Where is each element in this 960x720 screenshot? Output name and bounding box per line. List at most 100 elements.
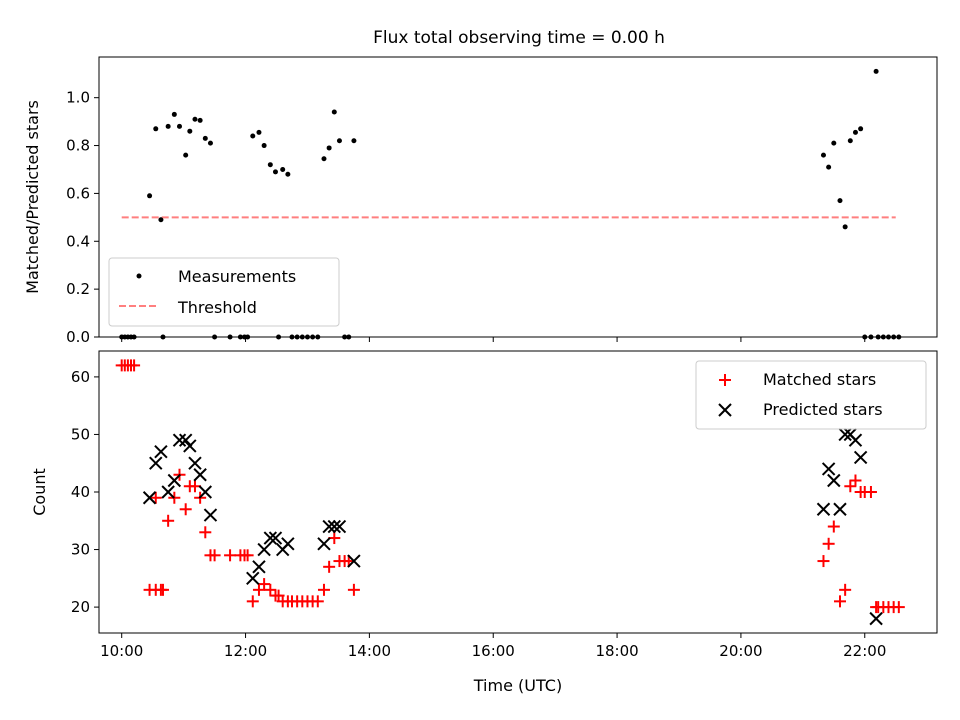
predicted-stars-point [246, 571, 260, 586]
measurement-point [192, 116, 198, 122]
matched-stars-point [241, 549, 254, 562]
predicted-stars-point [853, 450, 868, 465]
measurement-point [183, 152, 189, 158]
matched-stars-point [179, 503, 192, 516]
predicted-stars-point [869, 611, 883, 626]
measurement-point [256, 129, 262, 135]
matched-stars-point [323, 560, 336, 573]
predicted-stars-point [149, 456, 163, 470]
predicted-stars-point [183, 439, 197, 453]
matched-stars-point [328, 532, 341, 545]
legend-marker-matched [719, 374, 731, 386]
matched-stars-point [864, 486, 877, 498]
matched-stars-point [128, 359, 141, 372]
measurement-point [326, 145, 332, 151]
matched-stars-point [822, 537, 835, 550]
count-legend: Matched stars Predicted stars [695, 360, 927, 430]
measurement-point [351, 138, 357, 144]
predicted-stars-point [317, 537, 331, 551]
ratio-y-tick-label: 0.2 [66, 280, 90, 298]
measurement-point [147, 193, 153, 199]
predicted-stars-point [268, 531, 283, 545]
matched-stars-point [258, 578, 271, 591]
predicted-stars-point [257, 542, 271, 557]
predicted-stars-point [833, 502, 847, 516]
ratio-y-tick-label: 1.0 [66, 89, 90, 107]
measurement-point [176, 123, 182, 129]
measurement-point [852, 129, 858, 135]
measurement-point [847, 138, 853, 144]
measurement-point [842, 224, 848, 230]
ratio-y-tick-label: 0.6 [66, 184, 90, 202]
measurement-point [207, 140, 213, 146]
count-panel: 10:00 12:00 14:00 16:00 18:00 20:00 22:00 20 30… [30, 350, 938, 695]
legend-label-measurements: Measurements [178, 267, 296, 286]
matched-stars-point [317, 583, 330, 596]
measurement-point [272, 169, 278, 175]
matched-stars-point [149, 491, 162, 504]
measurement-point [873, 68, 879, 74]
x-tick-label: 14:00 [348, 642, 391, 660]
predicted-stars-point [198, 485, 213, 499]
matched-stars-point [156, 583, 169, 596]
x-tick-label: 22:00 [843, 642, 886, 660]
legend-marker-predicted [718, 403, 732, 417]
predicted-stars-point [161, 485, 175, 499]
x-axis-label: Time (UTC) [473, 676, 562, 695]
matched-stars-point [311, 595, 324, 608]
predicted-stars-point [347, 554, 361, 568]
measurement-point [331, 109, 337, 115]
matched-stars-point [199, 526, 212, 539]
measurement-point [826, 164, 832, 170]
matched-stars-point [827, 520, 840, 533]
matched-stars-point [839, 583, 852, 596]
measurement-point [321, 156, 327, 162]
predicted-stars-point [821, 462, 836, 476]
matched-stars-point [849, 474, 862, 487]
ratio-legend-box [108, 257, 340, 327]
matched-stars-point [224, 549, 237, 562]
measurement-point [202, 135, 208, 141]
predicted-stars-point [816, 502, 831, 516]
predicted-stars-point [178, 433, 193, 447]
measurement-point [197, 117, 203, 123]
predicted-stars-point [193, 468, 207, 482]
measurement-point [250, 133, 256, 139]
matched-stars-point [347, 583, 360, 596]
matched-stars-point [246, 595, 259, 608]
ratio-axes-frame [98, 56, 938, 338]
ratio-y-tick-label: 0.4 [66, 232, 90, 250]
predicted-stars-point [281, 537, 295, 551]
matched-stars-point [188, 480, 201, 493]
chart-title: Flux total observing time = 0.00 h [373, 28, 665, 48]
matched-stars-point [208, 549, 221, 562]
legend-label-matched: Matched stars [763, 370, 876, 389]
matched-stars-point [892, 601, 905, 614]
predicted-stars-point [322, 519, 336, 534]
measurement-point [837, 198, 843, 204]
measurement-point [187, 128, 193, 134]
count-y-tick-label: 30 [71, 541, 90, 559]
x-tick-label: 16:00 [472, 642, 515, 660]
x-tick-label: 12:00 [224, 642, 267, 660]
matched-stars-point [844, 480, 857, 493]
ratio-y-tick-label: 0.8 [66, 137, 90, 155]
predicted-stars-point [188, 456, 202, 470]
x-tick-label: 10:00 [100, 642, 143, 660]
measurement-point [820, 152, 826, 158]
predicted-stars-point [327, 519, 342, 534]
predicted-stars-point [838, 427, 852, 442]
predicted-stars-point [167, 473, 182, 488]
measurement-point [858, 126, 864, 132]
ratio-y-tick-label: 0.0 [66, 328, 90, 346]
measurement-point [285, 171, 291, 177]
legend-marker-measurements [136, 273, 142, 279]
count-y-tick-label: 50 [71, 425, 90, 443]
measurement-point [261, 143, 267, 149]
measurement-point [158, 217, 164, 223]
count-y-tick-label: 60 [71, 368, 90, 386]
count-y-axis-label: Count [30, 468, 49, 516]
count-y-tick-label: 40 [71, 483, 90, 501]
matched-stars-point [252, 583, 265, 596]
measurement-point [280, 166, 286, 172]
